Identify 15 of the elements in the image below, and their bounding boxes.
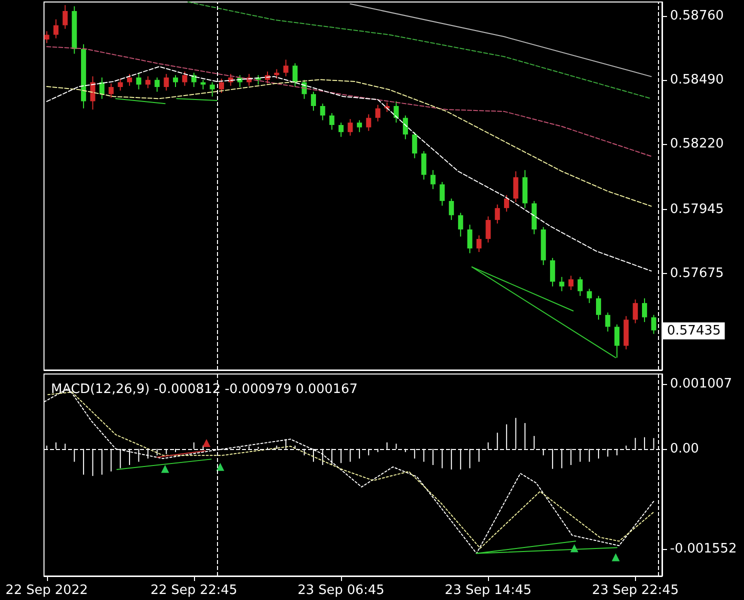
x-tick-label: 23 Sep 14:45: [444, 583, 532, 598]
x-tick-label: 22 Sep 2022: [6, 583, 88, 598]
y-tick-label: 0.00: [670, 441, 699, 456]
x-tick-label: 23 Sep 06:45: [298, 583, 384, 598]
text: MACD(12,26,9) -0.000812 -0.000979 0.000167: [51, 382, 358, 397]
y-tick-label: -0.001552: [670, 542, 737, 557]
y-tick-label: 0.57945: [670, 202, 724, 217]
x-tick-label: 22 Sep 22:45: [150, 583, 238, 598]
y-tick-label: 0.58220: [670, 136, 724, 152]
x-tick-label: 23 Sep 22:45: [592, 583, 679, 598]
y-tick-label: 0.57675: [670, 266, 724, 281]
annotation: 0.57435: [667, 323, 721, 338]
y-tick-label: 0.58760: [670, 8, 724, 24]
y-tick-label: 0.58490: [670, 72, 724, 88]
y-tick-label: 0.001007: [670, 376, 732, 392]
